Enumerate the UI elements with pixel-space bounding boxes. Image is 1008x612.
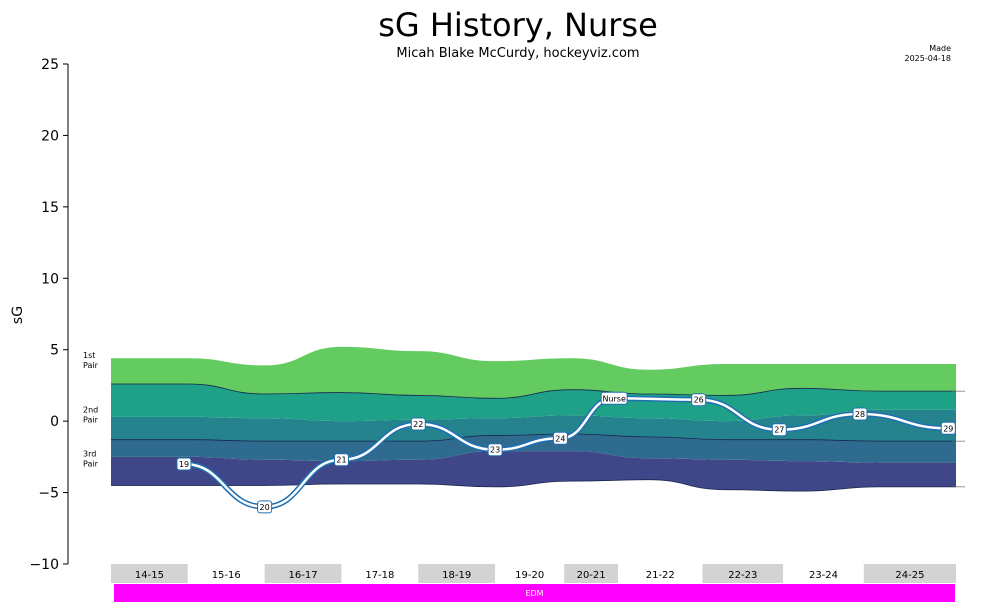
- band-label-bottom: Pair: [83, 460, 99, 469]
- season-cell: [111, 564, 188, 583]
- made-label: Made: [929, 44, 951, 53]
- point-marker: [257, 500, 273, 514]
- band-boundary-line: [111, 479, 956, 492]
- band-layer: [111, 451, 956, 492]
- band-label-top: 1st: [83, 351, 95, 360]
- band-boundary-line: [110, 383, 956, 399]
- band-layer: [111, 346, 956, 399]
- band-layer: [111, 409, 956, 442]
- made-date: 2025-04-18: [905, 54, 952, 63]
- band-label-bottom: Pair: [83, 361, 99, 370]
- season-cell: [264, 564, 342, 583]
- team-bar: [114, 584, 955, 602]
- season-label: 23-24: [809, 570, 838, 581]
- pair-bands: [110, 346, 965, 492]
- band-label-top: 3rd: [83, 450, 96, 459]
- point-marker: [940, 421, 956, 435]
- season-label: 14-15: [135, 570, 164, 581]
- y-axis: 25 20 15 10 5 0 −5 −10: [29, 57, 69, 573]
- point-marker: [691, 393, 707, 407]
- season-cell: [783, 564, 864, 583]
- season-label: 22-23: [728, 570, 757, 581]
- point-label: 23: [490, 446, 500, 455]
- point-marker: [552, 431, 568, 445]
- season-cell: [187, 564, 265, 583]
- season-cell: [618, 564, 703, 583]
- point-marker: [410, 417, 426, 431]
- y-axis-label: sG: [10, 306, 26, 324]
- point-label: 27: [774, 426, 784, 435]
- sg-series: 19 20 21 22 23 24 Nurse 26 27 28 29: [176, 391, 956, 514]
- point-label: 20: [260, 503, 270, 512]
- season-cell: [702, 564, 784, 583]
- y-tick-label: −5: [38, 486, 59, 502]
- season-label: 18-19: [442, 570, 471, 581]
- point-label: Nurse: [602, 394, 626, 403]
- y-tick-label: −10: [29, 557, 59, 573]
- season-label: 15-16: [212, 570, 241, 581]
- band-label-top: 2nd: [83, 405, 98, 414]
- chart-subtitle: Micah Blake McCurdy, hockeyviz.com: [396, 46, 639, 61]
- season-cell: [418, 564, 496, 583]
- season-label: 24-25: [895, 570, 924, 581]
- season-label: 19-20: [515, 570, 544, 581]
- season-cell: [495, 564, 565, 583]
- season-strip: 14-15 15-16 16-17 17-18 18-19 19-20 20-21 21-22…: [111, 564, 956, 583]
- point-label: 24: [555, 434, 565, 443]
- team-label: EDM: [525, 589, 543, 598]
- band-layer: [111, 384, 956, 422]
- band-boundary-line: [110, 433, 956, 442]
- team-strip: EDM: [114, 584, 955, 602]
- point-label: 22: [413, 420, 423, 429]
- band-label-bottom: Pair: [83, 415, 99, 424]
- point-label: 21: [336, 456, 346, 465]
- season-cell: [863, 564, 956, 583]
- y-tick-label: 5: [50, 343, 59, 359]
- season-label: 20-21: [577, 570, 606, 581]
- season-cell: [341, 564, 419, 583]
- chart-title: sG History, Nurse: [378, 6, 658, 44]
- y-tick-label: 15: [41, 200, 59, 216]
- point-label: 29: [943, 424, 953, 433]
- point-label: 19: [179, 460, 189, 469]
- point-label: 28: [855, 410, 865, 419]
- y-tick-label: 0: [50, 414, 59, 430]
- point-marker: [600, 391, 628, 405]
- point-marker: [487, 443, 503, 457]
- season-label: 17-18: [365, 570, 394, 581]
- point-marker: [333, 453, 349, 467]
- y-tick-label: 10: [41, 271, 59, 287]
- season-cell: [564, 564, 618, 583]
- y-tick-label: 20: [41, 128, 59, 144]
- season-label: 21-22: [646, 570, 675, 581]
- point-marker: [852, 407, 868, 421]
- point-marker: [771, 423, 787, 437]
- y-tick-label: 25: [41, 57, 59, 73]
- season-label: 16-17: [289, 570, 318, 581]
- point-label: 26: [694, 396, 704, 405]
- point-marker: [176, 457, 192, 471]
